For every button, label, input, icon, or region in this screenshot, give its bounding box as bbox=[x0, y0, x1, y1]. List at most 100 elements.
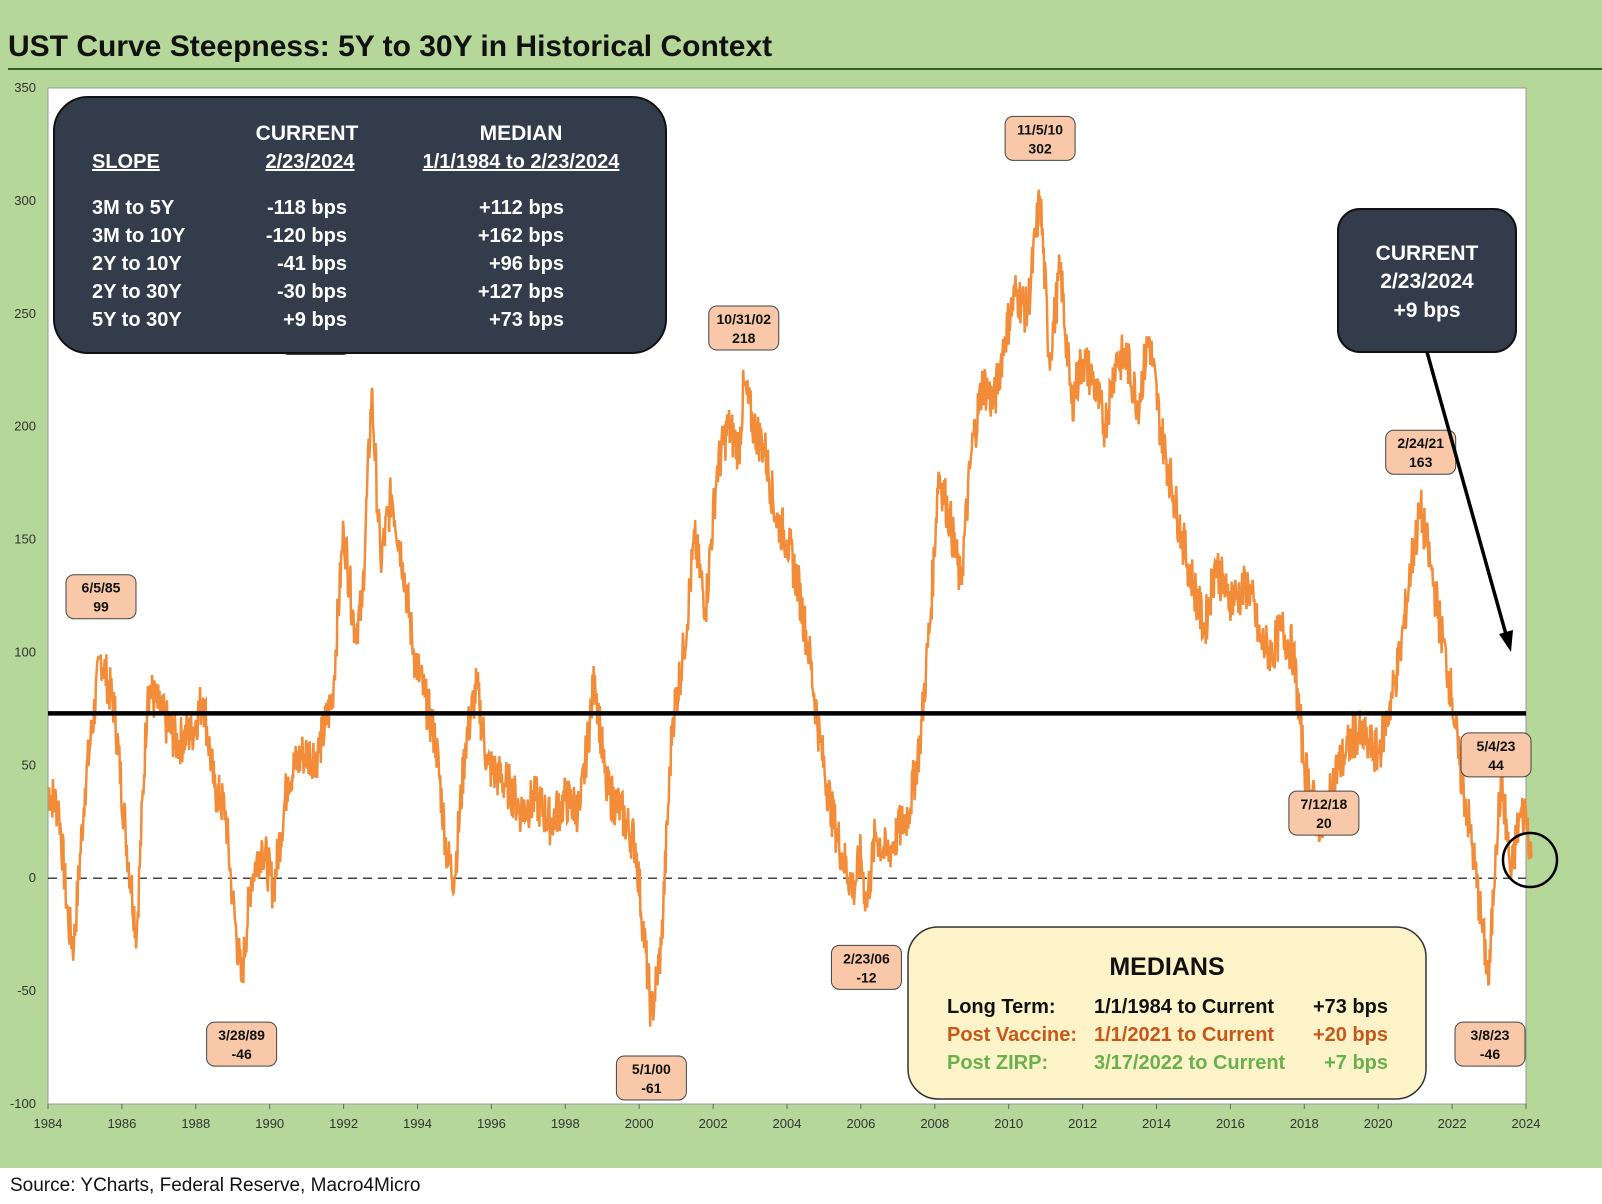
x-tick-label: 1984 bbox=[34, 1116, 63, 1131]
x-tick-label: 2000 bbox=[625, 1116, 654, 1131]
medians-box: MEDIANS Long Term: 1/1/1984 to Current +73… bbox=[907, 926, 1427, 1100]
x-tick-label: 2018 bbox=[1290, 1116, 1319, 1131]
annotation-label: 6/5/85 99 bbox=[65, 574, 137, 620]
y-tick-label: 350 bbox=[14, 80, 36, 95]
source-note: Source: YCharts, Federal Reserve, Macro4… bbox=[10, 1175, 421, 1196]
y-tick-label: 200 bbox=[14, 419, 36, 434]
medians-row: Long Term: 1/1/1984 to Current +73 bps bbox=[947, 996, 1388, 1018]
svg-text:Post ZIRP:: Post ZIRP: bbox=[947, 1052, 1048, 1074]
slope-table-box: CURRENT MEDIAN SLOPE 2/23/2024 1/1/1984 … bbox=[53, 96, 667, 354]
svg-text:3M to 10Y: 3M to 10Y bbox=[92, 225, 186, 247]
svg-text:+96 bps: +96 bps bbox=[489, 253, 564, 275]
slope-table-row: 2Y to 30Y -30 bps +127 bps bbox=[92, 281, 564, 303]
x-tick-label: 2006 bbox=[846, 1116, 875, 1131]
y-tick-label: 150 bbox=[14, 532, 36, 547]
svg-text:44: 44 bbox=[1488, 757, 1504, 773]
median-range-header: 1/1/1984 to 2/23/2024 bbox=[423, 151, 621, 173]
svg-text:+7 bps: +7 bps bbox=[1324, 1052, 1388, 1074]
svg-text:2Y to 30Y: 2Y to 30Y bbox=[92, 281, 182, 303]
svg-text:6/5/85: 6/5/85 bbox=[82, 580, 121, 596]
annotation-label: 10/31/02 218 bbox=[708, 305, 780, 351]
x-tick-label: 1986 bbox=[107, 1116, 136, 1131]
x-tick-label: 2024 bbox=[1512, 1116, 1541, 1131]
current-callout: CURRENT 2/23/2024 +9 bps bbox=[1337, 208, 1517, 353]
annotation-label: 5/1/00 -61 bbox=[615, 1055, 687, 1101]
current-header: CURRENT bbox=[256, 122, 359, 145]
annotation-label: 5/4/23 44 bbox=[1460, 732, 1532, 778]
svg-text:-12: -12 bbox=[856, 969, 876, 985]
x-tick-label: 2008 bbox=[920, 1116, 949, 1131]
svg-text:-41 bps: -41 bps bbox=[277, 253, 347, 275]
x-tick-label: 2014 bbox=[1142, 1116, 1171, 1131]
svg-text:-120 bps: -120 bps bbox=[266, 225, 347, 247]
y-tick-label: 250 bbox=[14, 306, 36, 321]
x-tick-label: 1994 bbox=[403, 1116, 432, 1131]
slope-header: SLOPE bbox=[92, 151, 160, 173]
annotation-label: 2/24/21 163 bbox=[1385, 429, 1457, 475]
svg-text:Post Vaccine:: Post Vaccine: bbox=[947, 1024, 1077, 1046]
title-divider bbox=[8, 68, 1602, 70]
slope-table-rows: 3M to 5Y -118 bps +112 bps 3M to 10Y -120 bp… bbox=[92, 197, 564, 331]
median-header: MEDIAN bbox=[480, 122, 563, 145]
current-marker-circle bbox=[1501, 831, 1559, 889]
svg-text:-46: -46 bbox=[1480, 1046, 1500, 1062]
svg-text:3M to 5Y: 3M to 5Y bbox=[92, 197, 175, 219]
slope-table-row: 5Y to 30Y +9 bps +73 bps bbox=[92, 309, 564, 331]
svg-text:+162 bps: +162 bps bbox=[478, 225, 564, 247]
x-tick-label: 1990 bbox=[255, 1116, 284, 1131]
svg-text:302: 302 bbox=[1028, 140, 1052, 156]
x-tick-label: 2002 bbox=[699, 1116, 728, 1131]
svg-text:-61: -61 bbox=[641, 1080, 661, 1096]
svg-text:163: 163 bbox=[1409, 454, 1433, 470]
annotation-label: 3/8/23 -46 bbox=[1454, 1021, 1526, 1067]
svg-text:-46: -46 bbox=[232, 1046, 252, 1062]
svg-text:99: 99 bbox=[93, 599, 109, 615]
svg-text:-30 bps: -30 bps bbox=[277, 281, 347, 303]
y-axis: -100 -50 0 50 100 150 200 250 300 350 bbox=[10, 80, 36, 1111]
svg-text:3/8/23: 3/8/23 bbox=[1471, 1027, 1510, 1043]
svg-text:-118 bps: -118 bps bbox=[267, 197, 347, 219]
x-tick-label: 1992 bbox=[329, 1116, 358, 1131]
svg-text:20: 20 bbox=[1316, 815, 1332, 831]
source-strip bbox=[0, 1168, 1602, 1204]
svg-text:1/1/2021 to Current: 1/1/2021 to Current bbox=[1094, 1024, 1274, 1046]
current-callout-date: 2/23/2024 bbox=[1380, 270, 1474, 293]
svg-text:2Y to 10Y: 2Y to 10Y bbox=[92, 253, 182, 275]
x-tick-label: 2022 bbox=[1438, 1116, 1467, 1131]
y-tick-label: 300 bbox=[14, 193, 36, 208]
x-tick-label: 2010 bbox=[994, 1116, 1023, 1131]
y-tick-label: 0 bbox=[29, 870, 36, 885]
slope-table-row: 3M to 10Y -120 bps +162 bps bbox=[92, 225, 564, 247]
current-callout-label: CURRENT bbox=[1376, 242, 1479, 265]
y-tick-label: 50 bbox=[22, 757, 36, 772]
medians-row: Post ZIRP: 3/17/2022 to Current +7 bps bbox=[947, 1052, 1388, 1074]
svg-text:7/12/18: 7/12/18 bbox=[1301, 796, 1348, 812]
slope-table-row: 2Y to 10Y -41 bps +96 bps bbox=[92, 253, 564, 275]
svg-text:+73 bps: +73 bps bbox=[1313, 996, 1388, 1018]
x-tick-label: 2020 bbox=[1364, 1116, 1393, 1131]
svg-text:5/1/00: 5/1/00 bbox=[632, 1061, 671, 1077]
svg-text:+9 bps: +9 bps bbox=[283, 309, 347, 331]
svg-text:10/31/02: 10/31/02 bbox=[717, 311, 772, 327]
chart-title: UST Curve Steepness: 5Y to 30Y in Histor… bbox=[8, 30, 773, 63]
x-tick-label: 2004 bbox=[773, 1116, 802, 1131]
x-tick-label: 1998 bbox=[551, 1116, 580, 1131]
x-tick-label: 1996 bbox=[477, 1116, 506, 1131]
svg-text:+20 bps: +20 bps bbox=[1313, 1024, 1388, 1046]
svg-text:1/1/1984 to Current: 1/1/1984 to Current bbox=[1094, 996, 1274, 1018]
x-axis: 1984 1986 1988 1990 1992 1994 1996 1998 2000 2002… bbox=[34, 1104, 1541, 1131]
annotation-label: 3/28/89 -46 bbox=[206, 1021, 278, 1067]
current-callout-value: +9 bps bbox=[1393, 299, 1460, 322]
svg-text:11/5/10: 11/5/10 bbox=[1017, 121, 1063, 137]
medians-title: MEDIANS bbox=[1109, 953, 1224, 981]
y-tick-label: 100 bbox=[14, 644, 36, 659]
series-line-5y-30y bbox=[46, 189, 1533, 1027]
svg-text:+112 bps: +112 bps bbox=[479, 197, 564, 219]
medians-row: Post Vaccine: 1/1/2021 to Current +20 bps bbox=[947, 1024, 1388, 1046]
svg-text:5Y to 30Y: 5Y to 30Y bbox=[92, 309, 182, 331]
svg-text:218: 218 bbox=[732, 330, 756, 346]
current-date-header: 2/23/2024 bbox=[266, 151, 356, 173]
annotation-label: 7/12/18 20 bbox=[1288, 790, 1360, 836]
svg-text:+73 bps: +73 bps bbox=[489, 309, 564, 331]
svg-text:2/24/21: 2/24/21 bbox=[1397, 435, 1444, 451]
